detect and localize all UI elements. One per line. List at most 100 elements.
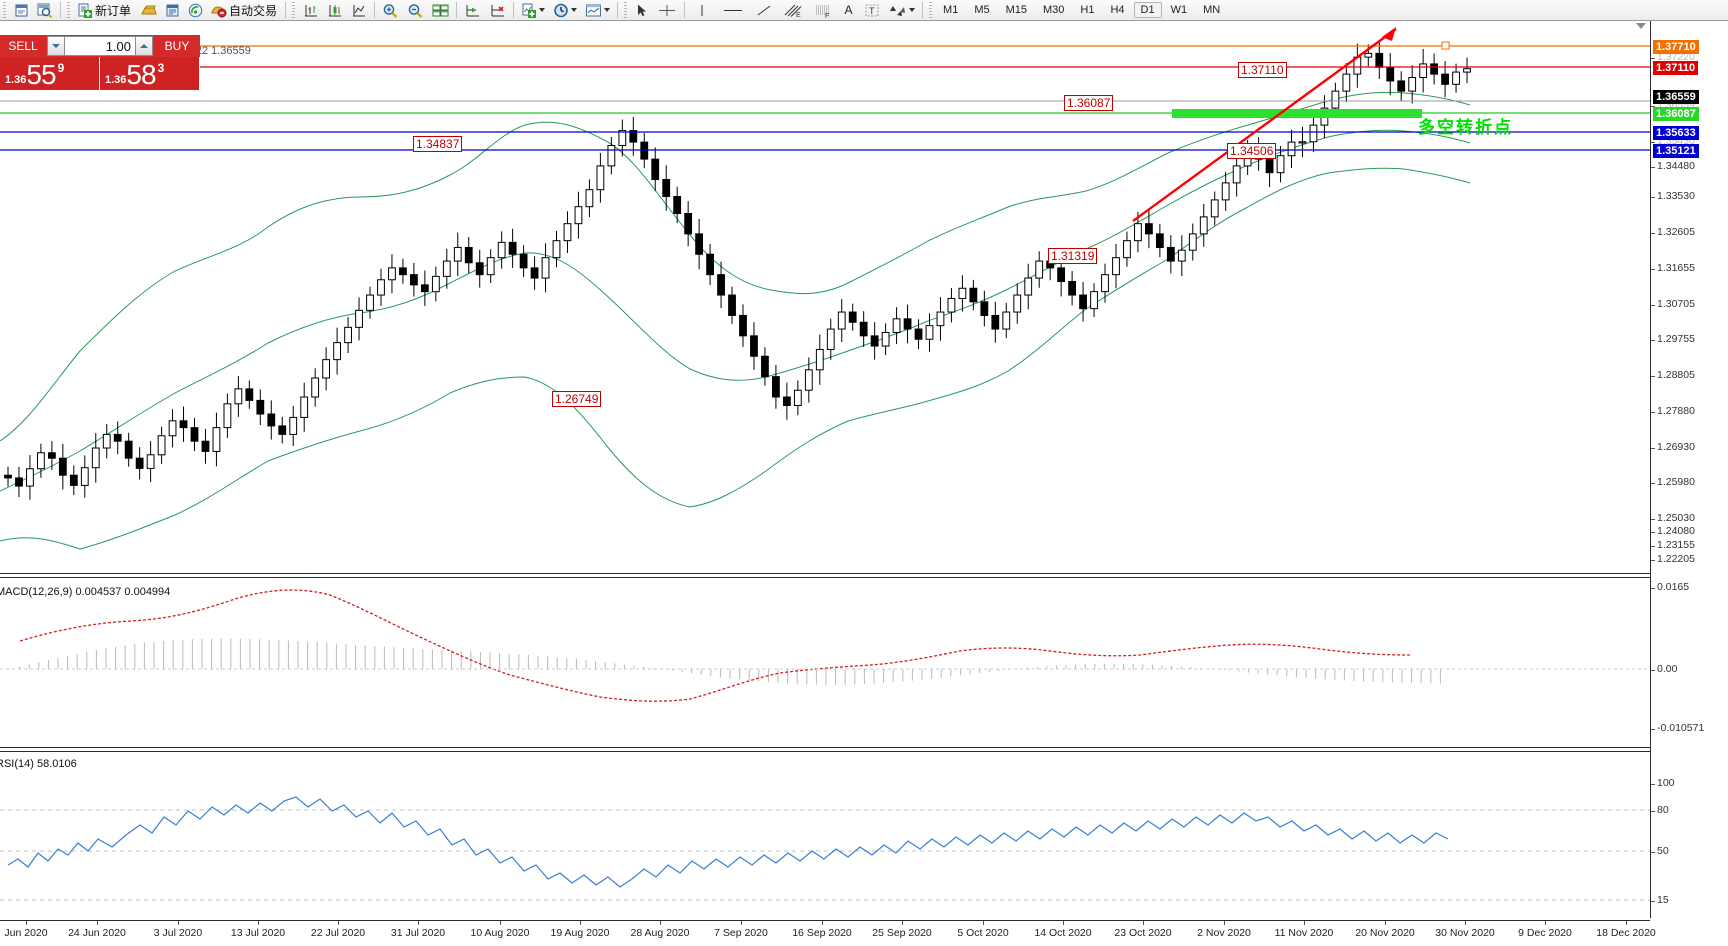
date-axis-label: 20 Nov 2020 bbox=[1355, 927, 1415, 939]
toolbar-grip-5[interactable] bbox=[928, 2, 935, 18]
templates-icon[interactable] bbox=[582, 1, 613, 20]
date-axis-tick bbox=[338, 921, 339, 925]
rsi-scale-tick: 50 bbox=[1651, 845, 1669, 857]
signal-icon[interactable] bbox=[185, 1, 206, 20]
timeframe-button-m5[interactable]: M5 bbox=[974, 4, 990, 16]
date-axis-tick bbox=[1465, 921, 1466, 925]
date-axis-label: 5 Oct 2020 bbox=[957, 927, 1009, 939]
timeframe-button-mn[interactable]: MN bbox=[1203, 4, 1221, 16]
timeframe-button-m15[interactable]: M15 bbox=[1005, 4, 1027, 16]
cursor-tool-icon[interactable] bbox=[632, 1, 652, 20]
auto-scroll-icon[interactable] bbox=[486, 1, 509, 20]
shapes-tool-icon[interactable] bbox=[886, 1, 918, 20]
add-indicator-icon[interactable] bbox=[518, 1, 548, 20]
support-zone-rectangle bbox=[1172, 109, 1422, 118]
price-scale-tick: 1.23155 bbox=[1651, 539, 1695, 551]
new-order-button[interactable]: 新订单 bbox=[75, 1, 135, 20]
volume-field[interactable]: 1.00 bbox=[46, 35, 154, 57]
zoom-in-icon[interactable] bbox=[379, 1, 402, 20]
toolbar-grip-2[interactable] bbox=[66, 2, 72, 18]
horizontal-line-tool-icon[interactable] bbox=[717, 1, 749, 20]
date-axis-label: 30 Nov 2020 bbox=[1435, 927, 1495, 939]
price-scale-tick: 1.28805 bbox=[1651, 369, 1695, 381]
price-level-badge[interactable]: 1.36087 bbox=[1653, 107, 1699, 121]
svg-text:E: E bbox=[796, 12, 801, 18]
one-click-trading-panel[interactable]: SELL 1.00 BUY 1.36 55 9 1.36 58 3 bbox=[0, 35, 200, 90]
price-annotation-box[interactable]: 1.37110 bbox=[1238, 62, 1287, 78]
toolbar-grip-3[interactable] bbox=[291, 2, 298, 18]
chevron-down-icon-2[interactable] bbox=[571, 8, 578, 12]
date-axis-tick bbox=[1385, 921, 1386, 925]
price-level-badge[interactable]: 1.37710 bbox=[1653, 40, 1699, 54]
chart-shift-icon[interactable] bbox=[461, 1, 484, 20]
bollinger-upper bbox=[0, 91, 1471, 442]
toolbar-divider-2 bbox=[285, 2, 287, 18]
chart-window-icon[interactable] bbox=[11, 1, 32, 20]
rsi-scale-tick: 80 bbox=[1651, 804, 1669, 816]
buy-label[interactable]: BUY bbox=[154, 35, 200, 57]
new-order-label: 新订单 bbox=[95, 3, 132, 18]
date-axis-label: Jun 2020 bbox=[4, 927, 48, 939]
timeframe-button-h4[interactable]: H4 bbox=[1110, 4, 1125, 16]
sell-price-button[interactable]: 1.36 55 9 bbox=[0, 57, 100, 90]
tile-windows-icon[interactable] bbox=[429, 1, 452, 20]
price-chart-canvas[interactable] bbox=[0, 21, 1650, 918]
timeframe-button-d1[interactable]: D1 bbox=[1133, 2, 1162, 18]
price-annotation-box[interactable]: 1.34506 bbox=[1227, 143, 1277, 159]
terminal-icon[interactable] bbox=[162, 1, 183, 20]
crosshair-tool-icon[interactable] bbox=[654, 1, 680, 20]
line-chart-type-icon[interactable] bbox=[348, 1, 370, 20]
price-scale[interactable]: 1.37220 1.36559 1.35430 1.34480 1.33530 1.326… bbox=[1650, 21, 1728, 918]
toolbar-divider-5 bbox=[513, 2, 515, 18]
period-clock-icon[interactable] bbox=[550, 1, 580, 20]
autotrading-button[interactable]: 自动交易 bbox=[208, 1, 281, 20]
price-macd-separator-2 bbox=[0, 577, 1650, 578]
candlestick-chart-type-icon[interactable] bbox=[324, 1, 346, 20]
timeframe-button-w1[interactable]: W1 bbox=[1170, 4, 1188, 16]
pane-collapse-icon[interactable] bbox=[1636, 23, 1646, 29]
macd-subchart bbox=[0, 589, 1650, 702]
chevron-down-icon[interactable] bbox=[539, 8, 546, 12]
zoom-out-icon[interactable] bbox=[404, 1, 427, 20]
price-annotation-box[interactable]: 1.31319 bbox=[1048, 248, 1098, 264]
chart-area[interactable]: GBPUSD-,Daily 1.36428 1.37171 1.36222 1.… bbox=[0, 21, 1728, 946]
text-tool-icon[interactable]: A bbox=[844, 3, 853, 17]
equidistant-channel-tool-icon[interactable]: E bbox=[779, 1, 807, 20]
price-annotation-box[interactable]: 1.34837 bbox=[413, 136, 463, 152]
timeframe-button-h1[interactable]: H1 bbox=[1080, 4, 1095, 16]
sell-label[interactable]: SELL bbox=[0, 35, 46, 57]
date-axis-tick bbox=[1304, 921, 1305, 925]
date-axis-tick bbox=[1143, 921, 1144, 925]
timeframe-button-m30[interactable]: M30 bbox=[1043, 4, 1065, 16]
bar-chart-type-icon[interactable] bbox=[300, 1, 322, 20]
chevron-down-icon-4[interactable] bbox=[909, 8, 916, 12]
vertical-line-tool-icon[interactable] bbox=[689, 1, 715, 20]
volume-increment-button[interactable] bbox=[135, 36, 153, 56]
volume-value[interactable]: 1.00 bbox=[65, 36, 135, 56]
date-axis-label: 25 Sep 2020 bbox=[872, 927, 932, 939]
fibonacci-tool-icon[interactable]: F bbox=[809, 1, 837, 20]
date-axis-label: 16 Sep 2020 bbox=[792, 927, 852, 939]
date-axis-tick bbox=[660, 921, 661, 925]
price-level-badge[interactable]: 1.36559 bbox=[1653, 90, 1699, 104]
price-level-badge[interactable]: 1.35121 bbox=[1653, 144, 1699, 158]
timeframe-button-m1[interactable]: M1 bbox=[943, 4, 959, 16]
chevron-down-icon-3[interactable] bbox=[604, 8, 611, 12]
date-axis-tick bbox=[1545, 921, 1546, 925]
price-level-badge[interactable]: 1.35633 bbox=[1653, 126, 1699, 140]
gold-bar-icon[interactable] bbox=[137, 1, 160, 20]
price-level-badge[interactable]: 1.37110 bbox=[1653, 61, 1699, 75]
toolbar-divider-6 bbox=[617, 2, 619, 18]
toolbar-grip-4[interactable] bbox=[623, 2, 630, 18]
buy-price-button[interactable]: 1.36 58 3 bbox=[100, 57, 200, 90]
price-scale-tick: 1.27880 bbox=[1651, 405, 1695, 417]
text-label-tool-icon[interactable]: T bbox=[860, 1, 884, 20]
price-annotation-box[interactable]: 1.36087 bbox=[1064, 95, 1114, 111]
market-watch-icon[interactable] bbox=[34, 1, 56, 20]
trendline-tool-icon[interactable] bbox=[751, 1, 777, 20]
date-axis-label: 13 Jul 2020 bbox=[230, 927, 286, 939]
toolbar-grip[interactable] bbox=[2, 2, 8, 18]
price-annotation-box[interactable]: 1.26749 bbox=[552, 391, 602, 407]
date-axis-tick bbox=[1063, 921, 1064, 925]
volume-decrement-button[interactable] bbox=[47, 36, 65, 56]
